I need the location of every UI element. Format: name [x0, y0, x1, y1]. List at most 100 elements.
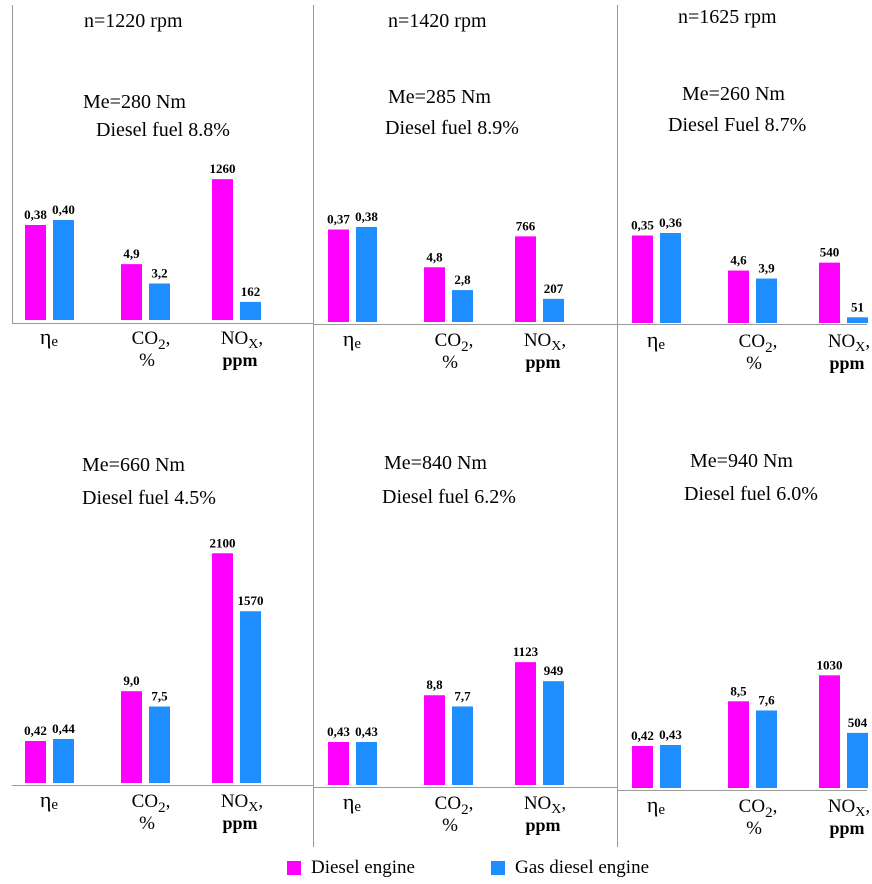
legend-gas-diesel-label: Gas diesel engine: [515, 857, 650, 878]
tick-label-co2-unit: %: [442, 815, 458, 836]
data-label: 1030: [817, 657, 843, 672]
tick-label-co2-unit: %: [746, 353, 762, 374]
data-label: 7,7: [454, 688, 471, 703]
data-label: 9,0: [123, 673, 139, 688]
column-title-1420: n=1420 rpm: [388, 10, 487, 32]
data-label: 0,38: [24, 207, 47, 222]
bar-diesel: [212, 179, 233, 320]
panel-3-fuel: Diesel Fuel 8.7%: [668, 114, 807, 136]
data-label: 1123: [513, 644, 539, 659]
data-label: 0,43: [355, 724, 378, 739]
tick-label-efficiency: ηe: [647, 792, 666, 818]
data-label: 766: [516, 218, 536, 233]
data-label: 0,43: [659, 727, 682, 742]
legend-gas-diesel: Gas diesel engine: [491, 857, 649, 879]
tick-label-co2-unit: %: [139, 350, 155, 371]
data-label: 504: [848, 715, 868, 730]
data-label: 4,6: [730, 253, 747, 268]
legend-gas-diesel-swatch: [491, 861, 505, 875]
bar-gas-diesel: [756, 710, 777, 788]
data-label: 0,40: [52, 202, 75, 217]
bar-diesel: [424, 267, 445, 322]
bar-gas-diesel: [543, 681, 564, 785]
bar-gas-diesel: [756, 278, 777, 323]
tick-label-co2: CO2,: [132, 791, 171, 816]
tick-label-co2: CO2,: [435, 793, 474, 818]
bar-diesel: [632, 235, 653, 323]
panel-border: [12, 785, 313, 786]
panel-border: [12, 5, 13, 323]
data-label: 0,36: [659, 215, 682, 230]
legend-diesel-label: Diesel engine: [311, 857, 415, 878]
tick-label-nox: NOX,: [221, 328, 263, 352]
panel-border: [313, 324, 617, 325]
panel-border: [313, 5, 314, 847]
tick-label-co2: CO2,: [739, 331, 778, 356]
bar-gas-diesel: [847, 317, 868, 323]
bar-diesel: [328, 742, 349, 785]
tick-label-nox: NOX,: [221, 791, 263, 815]
bar-gas-diesel: [356, 227, 377, 322]
bar-gas-diesel: [53, 220, 74, 320]
tick-label-nox: NOX,: [524, 330, 566, 354]
tick-label-nox: NOX,: [828, 796, 870, 820]
bar-diesel: [121, 264, 142, 320]
bar-diesel: [632, 746, 653, 788]
data-label: 0,42: [631, 728, 654, 743]
data-label: 1570: [238, 593, 264, 608]
data-label: 2100: [210, 535, 236, 550]
tick-label-co2: CO2,: [739, 796, 778, 821]
data-label: 0,37: [327, 212, 350, 227]
panel-2-torque: Me=285 Nm: [388, 86, 491, 108]
bar-gas-diesel: [240, 301, 261, 320]
bar-diesel: [515, 662, 536, 785]
bar-diesel: [819, 262, 840, 323]
panel-3-torque: Me=260 Nm: [682, 83, 785, 105]
bar-diesel: [424, 695, 445, 785]
tick-label-nox-unit: ppm: [525, 352, 560, 372]
tick-label-efficiency: ηe: [40, 787, 59, 813]
legend-diesel: Diesel engine: [287, 857, 415, 879]
tick-label-nox-unit: ppm: [829, 818, 864, 838]
data-label: 2,8: [454, 272, 471, 287]
tick-label-co2-unit: %: [139, 813, 155, 834]
data-label: 540: [820, 245, 840, 260]
column-title-1220: n=1220 rpm: [84, 10, 183, 32]
bar-gas-diesel: [847, 732, 868, 788]
data-label: 7,5: [151, 689, 168, 704]
data-label: 0,38: [355, 209, 378, 224]
panel-6-fuel: Diesel fuel 6.0%: [684, 483, 818, 505]
legend-diesel-swatch: [287, 861, 301, 875]
bar-diesel: [25, 741, 46, 783]
panel-border: [12, 323, 313, 324]
panel-4-torque: Me=660 Nm: [82, 454, 185, 476]
bar-diesel: [728, 270, 749, 323]
bar-gas-diesel: [240, 611, 261, 783]
tick-label-co2: CO2,: [435, 330, 474, 355]
data-label: 4,9: [123, 246, 140, 261]
data-label: 949: [544, 663, 564, 678]
panel-border: [617, 790, 867, 791]
tick-label-co2-unit: %: [442, 352, 458, 373]
bar-gas-diesel: [452, 706, 473, 785]
bar-diesel: [121, 691, 142, 783]
bar-diesel: [25, 225, 46, 320]
bar-diesel: [819, 675, 840, 788]
panel-1-fuel: Diesel fuel 8.8%: [96, 119, 230, 141]
panel-border: [313, 787, 617, 788]
data-label: 8,5: [730, 683, 747, 698]
tick-label-nox-unit: ppm: [829, 353, 864, 373]
data-label: 8,8: [426, 677, 443, 692]
panel-2-fuel: Diesel fuel 8.9%: [385, 117, 519, 139]
tick-label-nox: NOX,: [828, 331, 870, 355]
bar-diesel: [328, 229, 349, 322]
panel-border: [617, 324, 867, 325]
bar-gas-diesel: [660, 745, 681, 788]
tick-label-nox: NOX,: [524, 793, 566, 817]
data-label: 0,35: [631, 218, 654, 233]
tick-label-efficiency: ηe: [343, 789, 362, 815]
tick-label-efficiency: ηe: [647, 327, 666, 353]
data-label: 207: [544, 281, 564, 296]
data-label: 4,8: [426, 249, 443, 264]
bar-diesel: [212, 553, 233, 783]
